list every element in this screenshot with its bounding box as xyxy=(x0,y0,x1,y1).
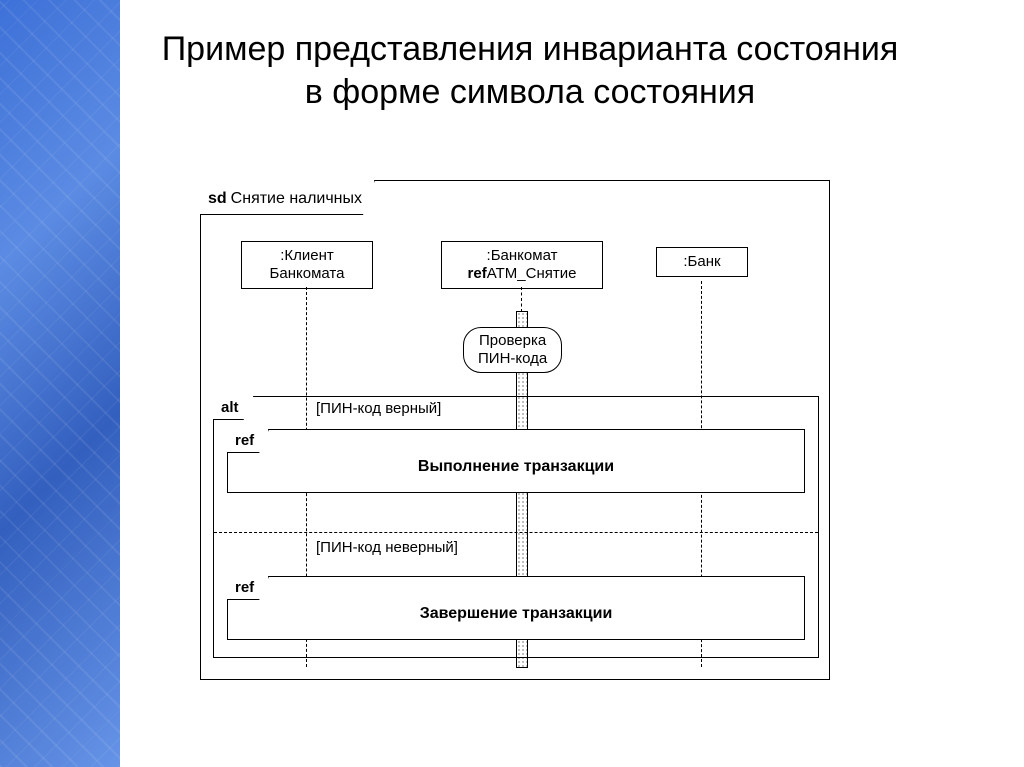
lifeline-atm-ref-name: ATM_Снятие xyxy=(487,265,577,282)
alt-operator: alt xyxy=(213,396,254,420)
lifeline-atm-label: :Банкомат xyxy=(487,247,558,264)
ref1-title: Выполнение транзакции xyxy=(228,458,804,476)
ref2-title: Завершение транзакции xyxy=(228,605,804,623)
state-line2: ПИН-кода xyxy=(478,350,547,367)
alt-guard-true: [ПИН-код верный] xyxy=(316,400,441,417)
lifeline-dash-atm xyxy=(521,287,522,312)
sequence-diagram: sd Снятие наличных :Клиент Банкомата :Ба… xyxy=(200,180,830,680)
sd-name: Снятие наличных xyxy=(231,190,362,208)
lifeline-head-atm: :Банкомат refATM_Снятие xyxy=(441,241,603,289)
alt-divider xyxy=(214,532,818,533)
lifeline-client-label: :Клиент Банкомата xyxy=(270,247,345,282)
ref1-operator: ref xyxy=(227,429,269,453)
lifeline-head-client: :Клиент Банкомата xyxy=(241,241,373,289)
sd-frame-label: sd Снятие наличных xyxy=(200,180,375,215)
lifeline-atm-ref-kw: ref xyxy=(468,265,487,282)
ref2-operator: ref xyxy=(227,576,269,600)
slide-title: Пример представления инварианта состояни… xyxy=(160,28,900,113)
sd-operator: sd xyxy=(208,190,227,208)
ref-frame-2: ref Завершение транзакции xyxy=(227,576,805,640)
alt-guard-false: [ПИН-код неверный] xyxy=(316,539,458,556)
sd-frame: sd Снятие наличных :Клиент Банкомата :Ба… xyxy=(200,180,830,680)
ref-frame-1: ref Выполнение транзакции xyxy=(227,429,805,493)
slide: Пример представления инварианта состояни… xyxy=(0,0,1024,767)
lifeline-head-bank: :Банк xyxy=(656,247,748,277)
state-invariant: Проверка ПИН-кода xyxy=(463,327,562,373)
lifeline-bank-label: :Банк xyxy=(683,253,720,270)
state-line1: Проверка xyxy=(479,332,546,349)
